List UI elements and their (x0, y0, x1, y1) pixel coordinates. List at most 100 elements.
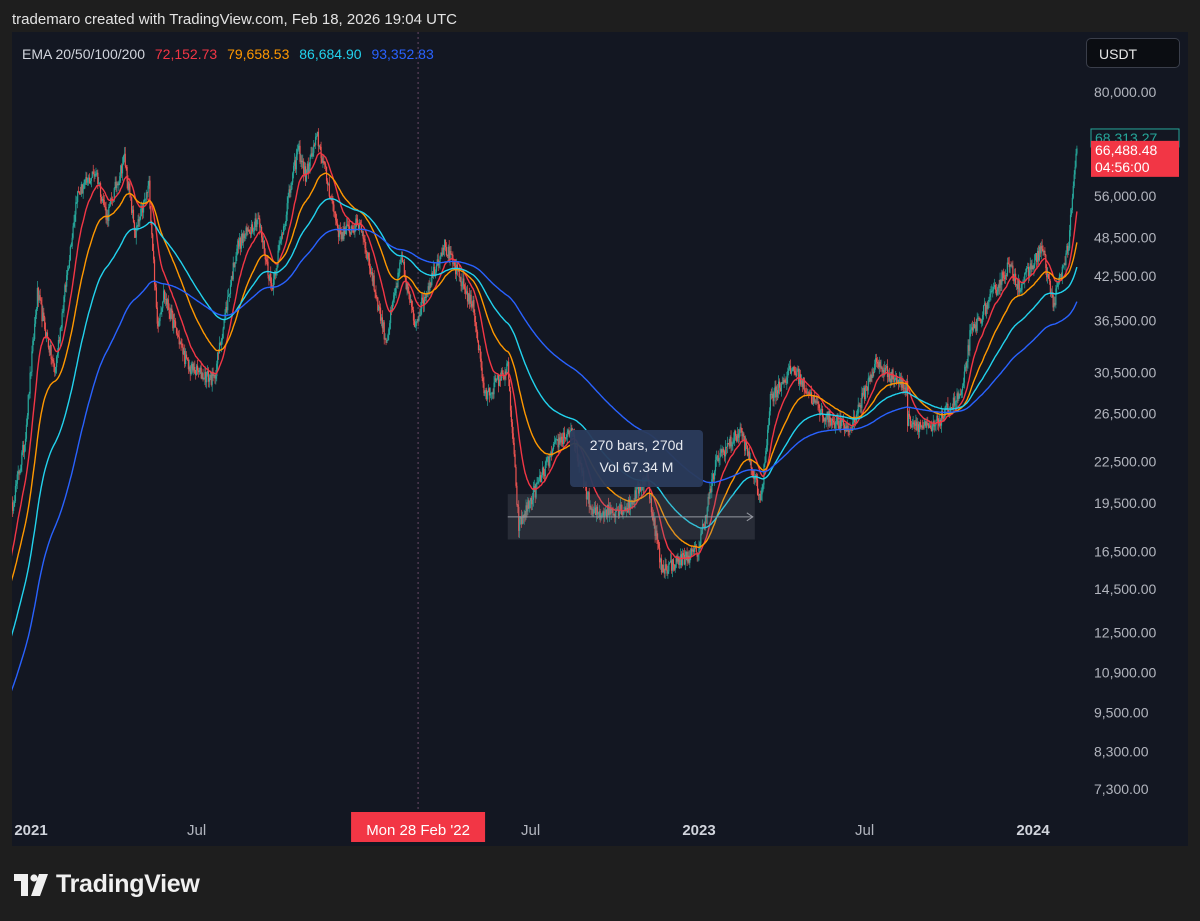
candle-body (936, 415, 938, 421)
candle-body (656, 530, 658, 540)
chart-panel[interactable]: 270 bars, 270d Vol 67.34 M 80,000.00 56,000… (12, 32, 1188, 846)
candle-body (314, 144, 316, 146)
candle-body (91, 171, 93, 178)
candle-body (546, 458, 548, 462)
candle-body (519, 518, 521, 531)
candle-body (754, 476, 756, 479)
candle-body (841, 421, 843, 427)
candle-body (329, 196, 331, 200)
candle-body (894, 377, 896, 383)
currency-button[interactable]: USDT (1086, 38, 1180, 68)
candle-body (874, 363, 876, 373)
ema-legend[interactable]: EMA 20/50/100/200 72,152.73 79,658.53 86… (22, 46, 440, 62)
candle-body (147, 185, 149, 193)
candle-body (802, 377, 804, 387)
candle-body (315, 136, 318, 137)
candle-body (1033, 264, 1035, 270)
candle-body (925, 421, 927, 428)
candle-body (810, 392, 813, 404)
candle-body (1074, 166, 1076, 175)
ema50-line (12, 172, 1078, 582)
candle-body (96, 172, 98, 174)
candle-body (89, 180, 92, 184)
candle-body (772, 393, 774, 402)
candle-body (824, 418, 826, 422)
candle-body (90, 177, 92, 181)
candle-body (482, 378, 484, 383)
chart-credit: trademaro created with TradingView.com, … (12, 11, 457, 28)
candle-body (1049, 280, 1051, 294)
candle-body (30, 371, 32, 373)
candle-body (165, 298, 168, 305)
candle-body (516, 485, 518, 505)
candle-body (286, 203, 288, 215)
candle-body (252, 231, 254, 232)
candle-body (805, 391, 807, 393)
candle-body (382, 322, 384, 329)
candle-body (133, 222, 136, 232)
candle-body (1058, 282, 1060, 284)
candle-body (945, 405, 947, 407)
candle-body (543, 474, 545, 477)
candle-body (244, 234, 246, 239)
candle-body (746, 445, 749, 456)
candle-body (349, 232, 351, 235)
candle-body (619, 504, 621, 511)
candle-body (868, 377, 870, 379)
candle-body (962, 382, 965, 387)
price-tag-last-box (1091, 140, 1179, 177)
candle-body (247, 229, 249, 232)
candle-body (373, 275, 375, 291)
candle-body (59, 328, 61, 342)
candle-body (126, 167, 128, 182)
candle-body (199, 367, 201, 371)
candle-body (881, 366, 883, 372)
candle-body (912, 422, 914, 425)
candle-body (136, 226, 138, 228)
candle-body (413, 320, 416, 327)
candle-body (931, 425, 933, 432)
candle-body (398, 272, 400, 274)
candle-body (61, 312, 63, 328)
candle-body (830, 422, 832, 426)
candle-body (591, 509, 593, 511)
candle-body (196, 365, 198, 375)
candle-body (910, 426, 912, 428)
candle-body (745, 440, 747, 451)
candle-body (716, 455, 718, 457)
candle-body (654, 518, 656, 536)
candle-body (232, 262, 234, 280)
candle-body (779, 387, 782, 392)
candle-body (465, 289, 467, 294)
candle-body (537, 482, 539, 484)
candle-body (976, 317, 978, 331)
price-tick-label: 16,500.00 (1094, 544, 1156, 560)
candle-body (109, 204, 111, 207)
candle-body (251, 224, 254, 232)
candle-body (994, 284, 997, 290)
candle-body (203, 378, 205, 380)
candle-body (316, 131, 319, 137)
candle-body (863, 387, 865, 396)
candle-body (758, 494, 760, 496)
candle-body (451, 254, 453, 256)
candle-body (37, 287, 39, 301)
candle-body (208, 377, 211, 382)
candle-body (985, 304, 987, 315)
candle-body (341, 232, 343, 240)
candle-body (813, 395, 815, 403)
time-tick-label: 2023 (682, 822, 715, 839)
candle-body (714, 459, 717, 472)
candle-body (821, 408, 824, 417)
candle-body (45, 332, 48, 337)
candle-body (856, 413, 858, 415)
candle-body (1035, 253, 1037, 255)
candle-body (1000, 279, 1002, 285)
candle-body (788, 369, 790, 371)
tradingview-logo[interactable]: TradingView (14, 870, 200, 899)
candle-body (710, 488, 712, 493)
candle-body (929, 425, 932, 428)
price-chart[interactable]: 270 bars, 270d Vol 67.34 M 80,000.00 56,000… (12, 32, 1188, 846)
candle-body (1054, 302, 1056, 305)
